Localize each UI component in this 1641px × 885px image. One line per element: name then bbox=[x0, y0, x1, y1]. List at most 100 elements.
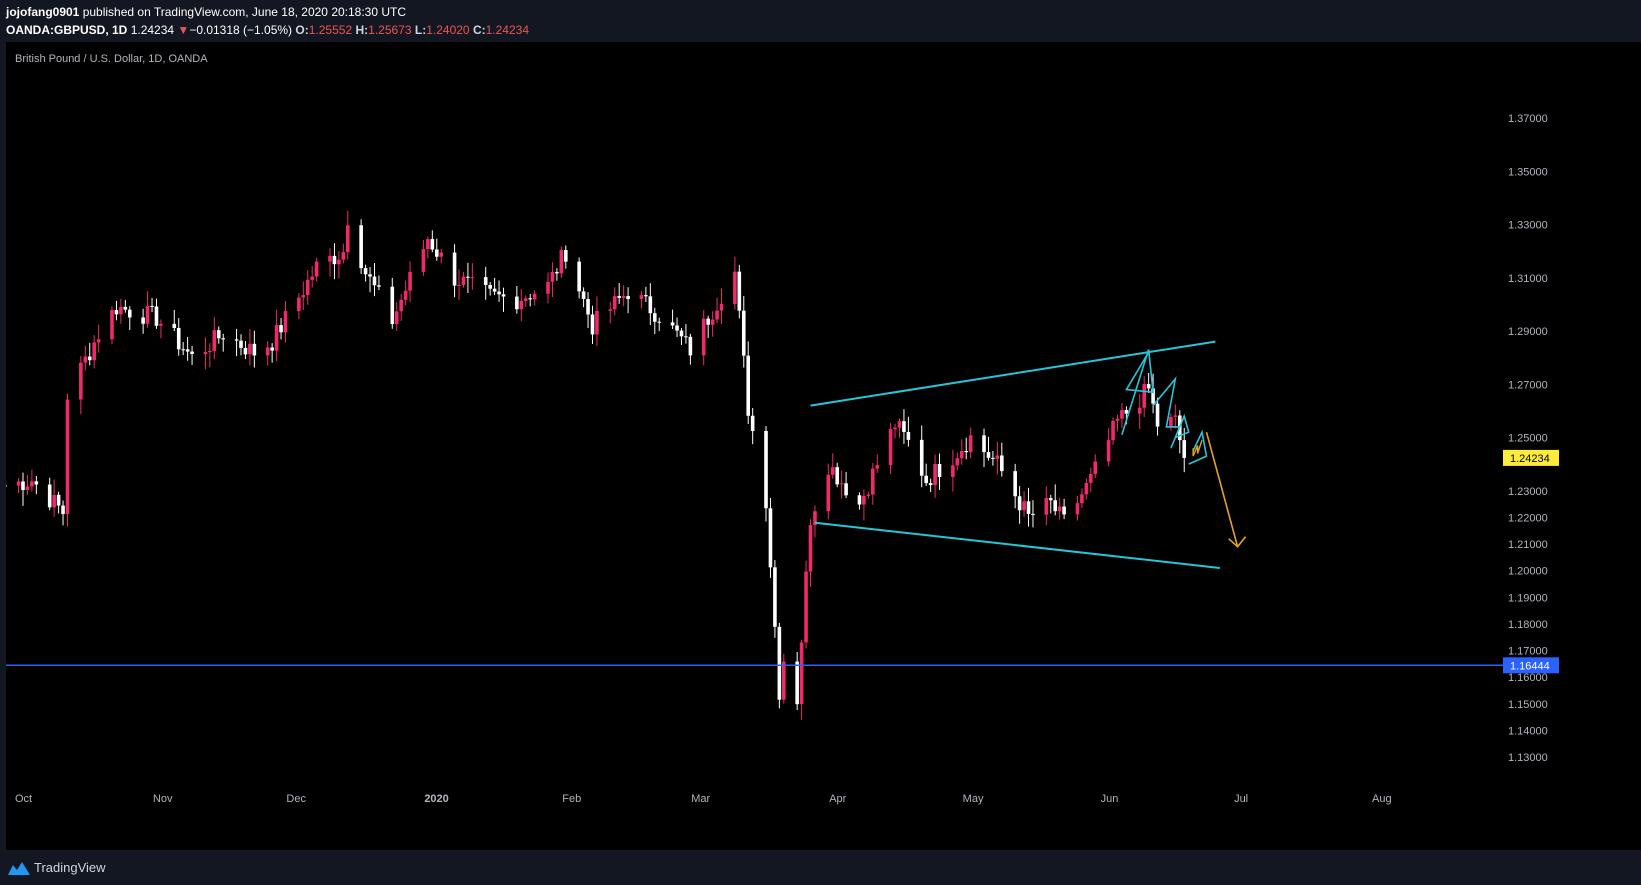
candle-down bbox=[679, 330, 684, 337]
candle-up bbox=[1089, 473, 1093, 483]
price-tick-label: 1.29000 bbox=[1508, 326, 1548, 338]
candle-up bbox=[813, 511, 817, 526]
candle-down bbox=[234, 339, 239, 341]
projection-arrow-line bbox=[1205, 431, 1239, 547]
candle-down bbox=[270, 347, 274, 351]
price-tick-label: 1.31000 bbox=[1508, 273, 1548, 285]
candle-down bbox=[372, 276, 377, 286]
candle-down bbox=[1000, 455, 1004, 472]
low-value: 1.24020 bbox=[426, 23, 470, 37]
candle-up bbox=[1137, 407, 1142, 414]
candle-up bbox=[25, 486, 30, 491]
candle-up bbox=[341, 252, 346, 260]
candle-up bbox=[888, 429, 893, 466]
candle-down bbox=[924, 475, 928, 484]
price-axis: 1.37000 1.35000 1.33000 1.31000 1.29000 1.270… bbox=[1503, 42, 1641, 850]
price-tick-label: 1.18000 bbox=[1508, 619, 1548, 631]
candle-down bbox=[1026, 501, 1031, 514]
candle-down bbox=[483, 277, 488, 285]
candle-up bbox=[403, 290, 408, 300]
candle-up bbox=[621, 296, 626, 298]
candle-down bbox=[928, 483, 933, 486]
candle-down bbox=[991, 457, 995, 459]
tradingview-brand[interactable]: TradingView bbox=[34, 860, 106, 875]
candle-up bbox=[595, 310, 599, 335]
candle-up bbox=[283, 311, 288, 333]
candle-down bbox=[150, 305, 154, 307]
candle-down bbox=[190, 351, 194, 354]
candle-down bbox=[6, 485, 8, 487]
price-chart[interactable]: 1.37000 1.35000 1.33000 1.31000 1.29000 1.270… bbox=[6, 42, 1641, 850]
price-tick-label: 1.16000 bbox=[1508, 672, 1548, 684]
candle-up bbox=[1093, 461, 1098, 474]
candle-down bbox=[87, 356, 92, 361]
time-tick-label: Mar bbox=[691, 793, 710, 805]
candle-down bbox=[515, 296, 519, 310]
price-tick-label: 1.20000 bbox=[1508, 566, 1548, 578]
candle-down bbox=[773, 567, 777, 627]
current-price-badge-bg bbox=[1503, 449, 1559, 466]
tradingview-logo-icon[interactable] bbox=[8, 861, 30, 875]
drawings-layer bbox=[6, 340, 1503, 667]
zigzag-1-lines bbox=[1121, 349, 1154, 436]
candle-down bbox=[764, 430, 768, 509]
candle-down bbox=[648, 296, 653, 314]
candle-up bbox=[310, 276, 314, 280]
candle-down bbox=[243, 347, 248, 355]
candle-down bbox=[737, 271, 742, 311]
candle-up bbox=[799, 642, 804, 705]
candle-down bbox=[359, 225, 363, 269]
open-value: 1.25552 bbox=[308, 23, 353, 37]
candle-down bbox=[1124, 409, 1129, 414]
candle-down bbox=[919, 439, 924, 476]
candle-down bbox=[61, 505, 65, 514]
candle-down bbox=[586, 298, 590, 315]
candle-down bbox=[172, 323, 177, 328]
candle-up bbox=[826, 474, 831, 512]
candle-down bbox=[377, 285, 381, 287]
candle-up bbox=[1111, 420, 1115, 441]
channel-lower-line bbox=[814, 521, 1220, 569]
candle-up bbox=[866, 494, 871, 496]
candle-up bbox=[328, 255, 332, 262]
current-price-badge: 1.24234 bbox=[1510, 453, 1550, 465]
candle-up bbox=[265, 347, 270, 356]
candle-up bbox=[337, 259, 341, 265]
candle-down bbox=[750, 415, 755, 431]
candle-down bbox=[626, 296, 630, 300]
chart-area[interactable]: 1.37000 1.35000 1.33000 1.31000 1.29000 1.270… bbox=[6, 42, 1641, 850]
time-tick-label: 2020 bbox=[424, 793, 448, 805]
candle-down bbox=[902, 421, 906, 432]
candle-down bbox=[652, 313, 657, 322]
symbol-line: OANDA:GBPUSD, 1D 1.24234 ▼−0.01318 (−1.0… bbox=[6, 23, 529, 37]
candles-layer bbox=[6, 210, 1187, 720]
symbol-label[interactable]: OANDA:GBPUSD, 1D bbox=[6, 23, 128, 37]
candle-up bbox=[968, 435, 973, 453]
candle-down bbox=[835, 467, 839, 485]
low-label: L: bbox=[414, 23, 427, 37]
candle-up bbox=[461, 276, 466, 285]
candle-up bbox=[274, 325, 279, 351]
author-name[interactable]: jojofang0901 bbox=[6, 5, 80, 19]
candle-down bbox=[1146, 384, 1151, 389]
candle-up bbox=[1106, 440, 1111, 462]
candle-up bbox=[79, 362, 83, 400]
candle-up bbox=[1169, 416, 1173, 427]
candle-down bbox=[1013, 471, 1017, 497]
candle-up bbox=[951, 465, 955, 478]
candle-down bbox=[564, 250, 568, 262]
candle-down bbox=[684, 336, 688, 338]
published-text: published on TradingView.com, June 18, 2… bbox=[79, 5, 407, 19]
candle-up bbox=[345, 225, 350, 253]
price-tick-label: 1.35000 bbox=[1508, 166, 1548, 178]
candle-down bbox=[47, 484, 52, 508]
candle-down bbox=[181, 349, 185, 351]
candle-up bbox=[782, 661, 786, 700]
candle-down bbox=[56, 494, 61, 506]
change-down-icon: ▼ bbox=[177, 23, 190, 37]
candle-up bbox=[875, 465, 880, 469]
candle-up bbox=[83, 356, 88, 363]
last-price: 1.24234 bbox=[130, 23, 175, 37]
candle-down bbox=[1017, 496, 1022, 511]
chart-title: British Pound / U.S. Dollar, 1D, OANDA bbox=[15, 53, 208, 65]
